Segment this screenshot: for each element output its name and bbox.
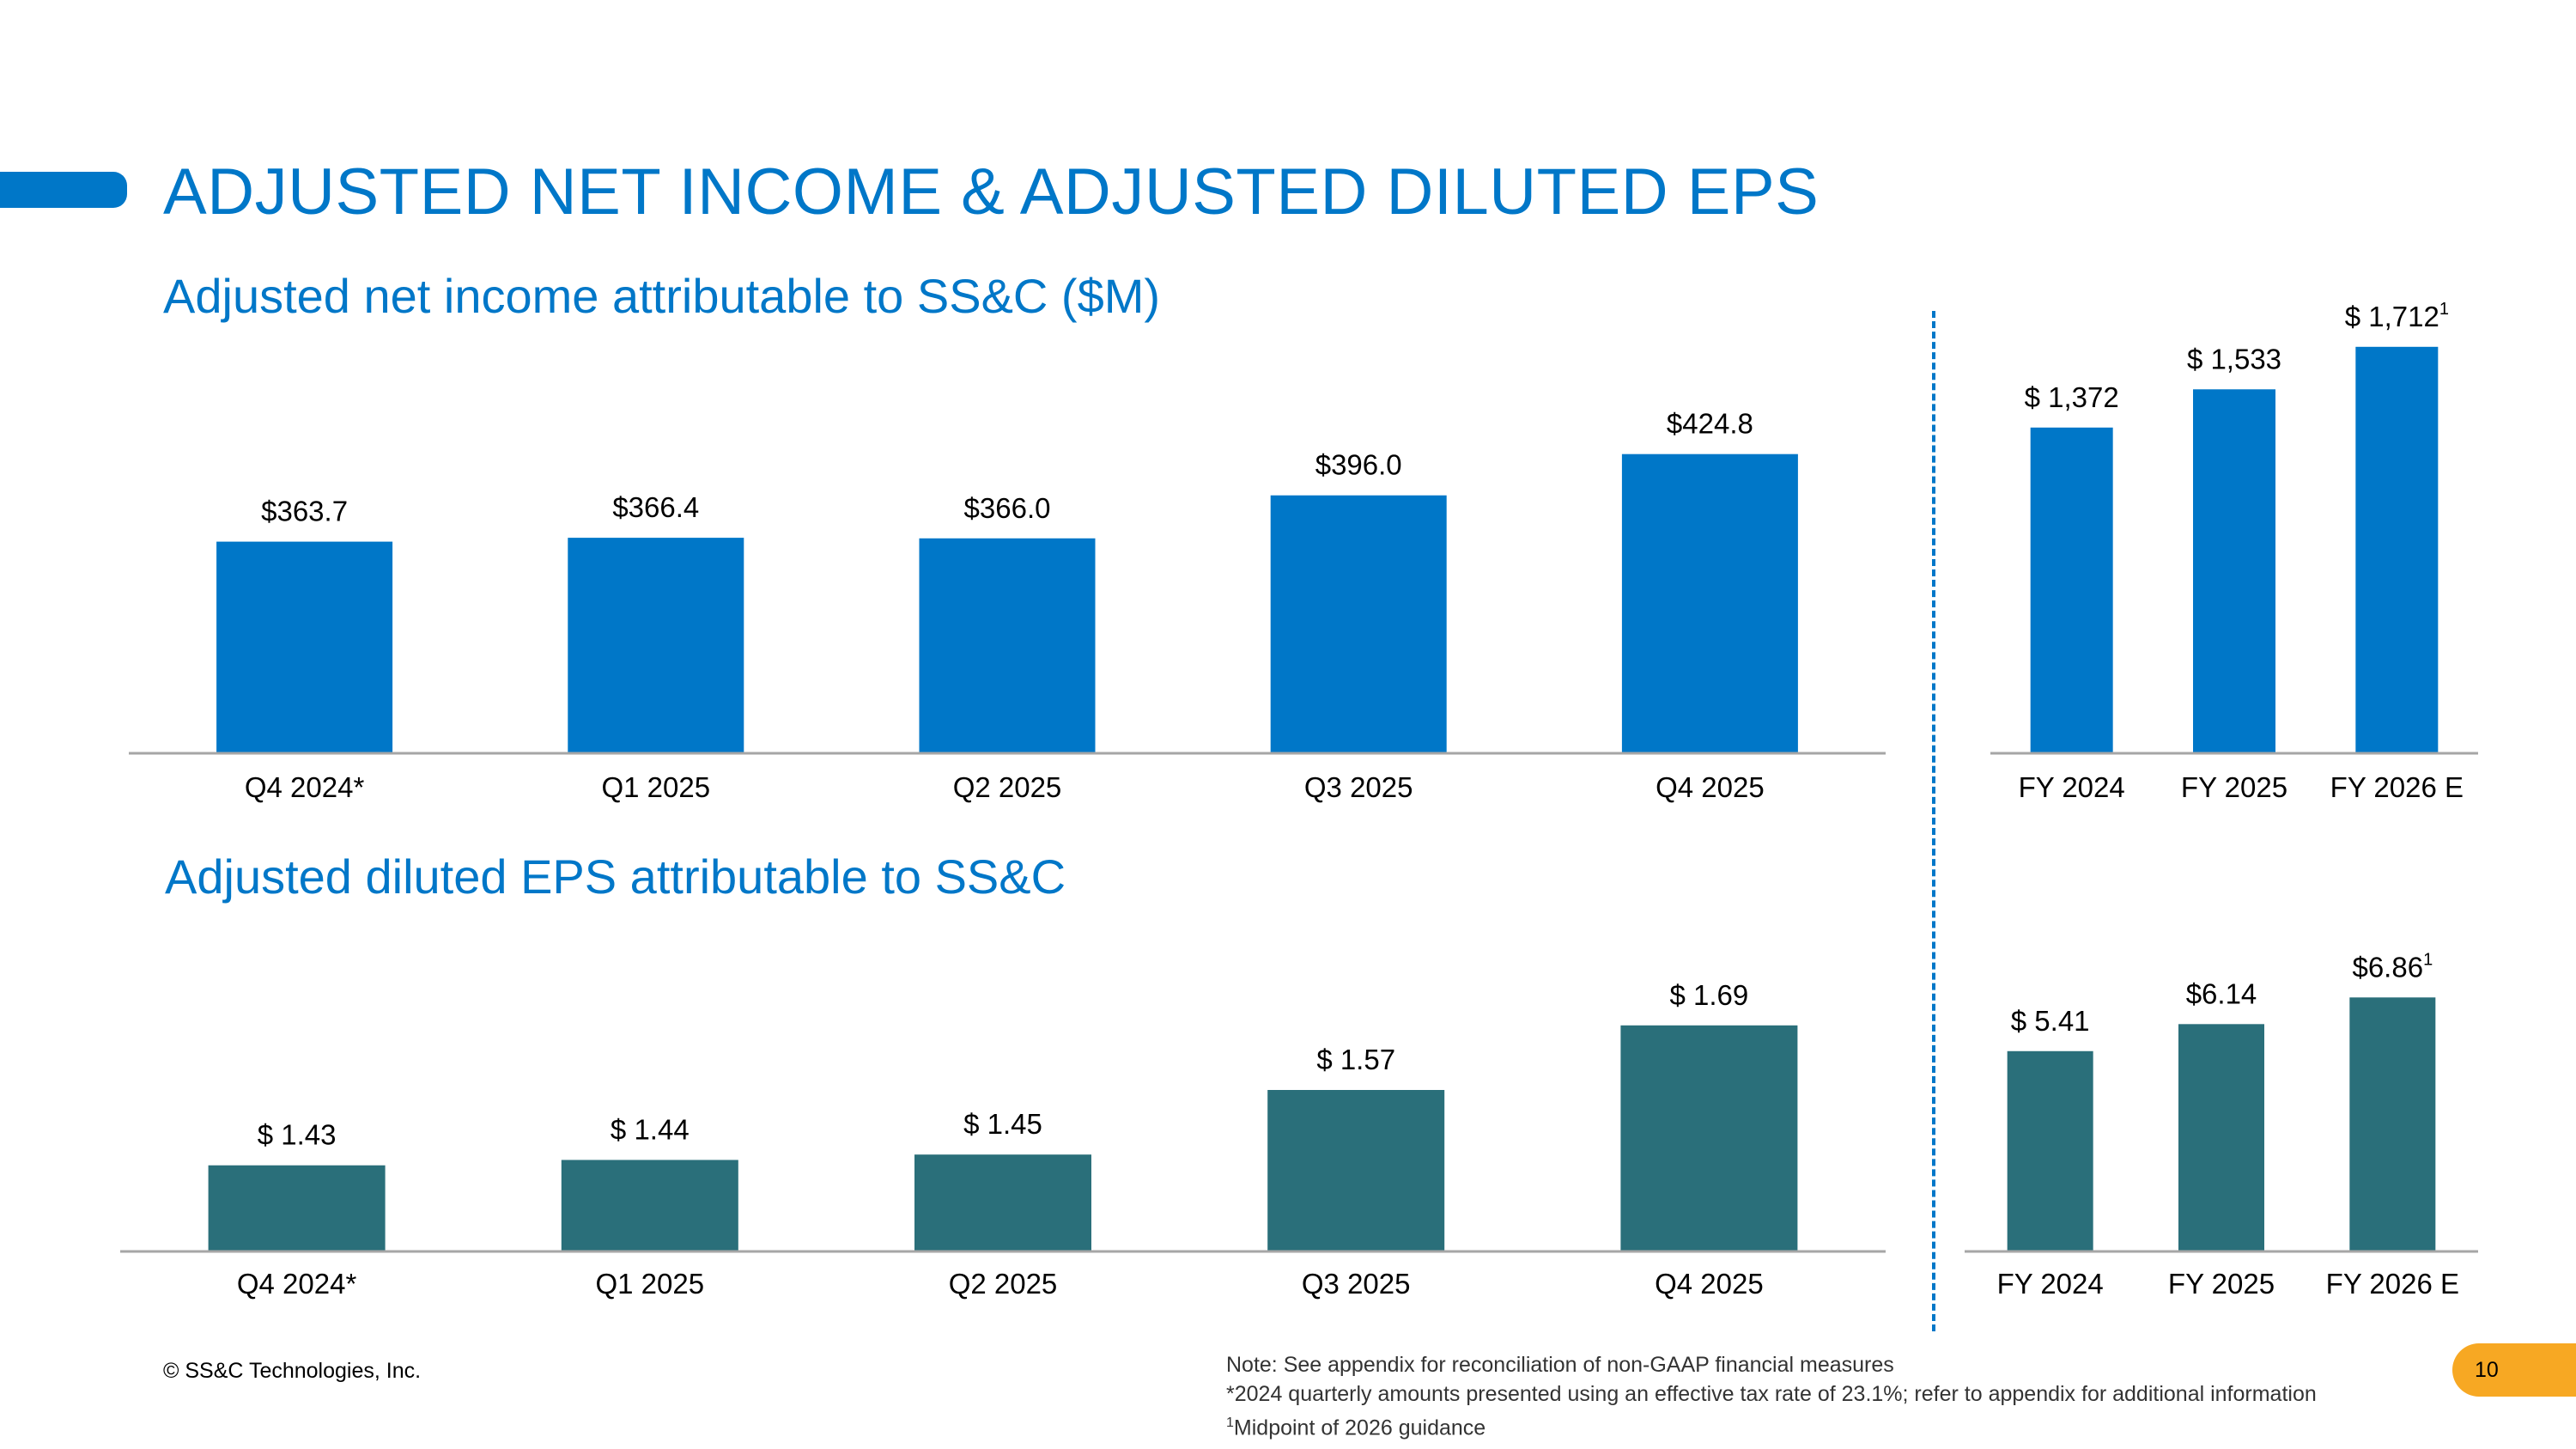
ni_quarterly-value-text: $363.7 — [261, 496, 348, 527]
ni_quarterly-bar — [1270, 495, 1447, 753]
ni_annual-value-text: $ 1,372 — [2025, 381, 2119, 413]
eps_annual-value-text: $6.86 — [2352, 951, 2423, 983]
ni_quarterly-category-label: Q2 2025 — [953, 771, 1062, 803]
section-divider — [1932, 311, 1935, 1331]
net-income-section-title: Adjusted net income attributable to SS&C… — [163, 269, 1161, 323]
ni_quarterly-value-label: $366.4 — [612, 491, 699, 523]
ni_annual-bar — [2355, 346, 2439, 753]
title-accent-bar — [0, 172, 127, 208]
ni_quarterly-value-text: $366.4 — [612, 491, 699, 523]
eps_quarterly-value-label: $ 1.44 — [611, 1113, 690, 1145]
copyright: © SS&C Technologies, Inc. — [163, 1359, 422, 1383]
eps_annual-value-text: $ 5.41 — [2011, 1005, 2090, 1037]
eps_annual-value-text: $6.14 — [2186, 977, 2257, 1009]
eps_annual-bar — [2349, 997, 2436, 1251]
eps_quarterly-bar — [914, 1154, 1091, 1251]
footnote-guidance-marker: 1 — [1226, 1416, 1234, 1430]
eps_quarterly-category-label: Q4 2024* — [237, 1268, 357, 1300]
eps_annual-value-footnote-marker: 1 — [2423, 950, 2433, 969]
ni_quarterly-bar — [568, 538, 744, 753]
footnote-gaap: Note: See appendix for reconciliation of… — [1226, 1353, 1894, 1377]
eps_quarterly-category-label: Q2 2025 — [949, 1268, 1058, 1300]
ni_quarterly-bar — [919, 538, 1096, 753]
eps_annual-category-label: FY 2026 E — [2326, 1268, 2459, 1300]
ni_annual-value-label: $ 1,7121 — [2345, 300, 2449, 332]
eps_quarterly-value-label: $ 1.69 — [1670, 979, 1749, 1011]
ni_quarterly-value-text: $396.0 — [1315, 449, 1402, 481]
eps_quarterly-value-label: $ 1.45 — [963, 1108, 1042, 1140]
ni_quarterly-category-label: Q4 2024* — [245, 771, 365, 803]
ni_quarterly-value-label: $424.8 — [1667, 408, 1753, 440]
eps_quarterly-category-label: Q3 2025 — [1302, 1268, 1411, 1300]
eps_annual-value-label: $ 5.41 — [2011, 1005, 2090, 1037]
ni_quarterly-bar — [1621, 454, 1798, 753]
ni_annual-value-text: $ 1,712 — [2345, 301, 2439, 332]
ni_quarterly-category-label: Q1 2025 — [601, 771, 710, 803]
ni_quarterly-chart: $363.7 Q4 2024* $366.4 Q1 2025 $366.0 Q2 2025… — [129, 408, 1886, 803]
ni_quarterly-value-label: $366.0 — [964, 492, 1051, 524]
eps_quarterly-value-text: $ 1.57 — [1316, 1044, 1395, 1075]
ni_annual-bar — [2193, 389, 2275, 753]
eps_quarterly-value-text: $ 1.44 — [611, 1113, 690, 1145]
eps_quarterly-value-text: $ 1.69 — [1670, 979, 1749, 1011]
eps_quarterly-value-label: $ 1.57 — [1316, 1044, 1395, 1075]
ni_quarterly-value-text: $366.0 — [964, 492, 1051, 524]
eps_quarterly-bar — [561, 1160, 738, 1251]
eps_annual-category-label: FY 2025 — [2168, 1268, 2275, 1300]
eps_quarterly-chart: $ 1.43 Q4 2024* $ 1.44 Q1 2025 $ 1.45 Q2 2025… — [120, 979, 1886, 1300]
footnotes: Note: See appendix for reconciliation of… — [1226, 1350, 2317, 1442]
ni_annual-bar — [2030, 427, 2113, 753]
ni_annual-value-text: $ 1,533 — [2187, 343, 2281, 374]
eps_quarterly-value-text: $ 1.43 — [258, 1119, 337, 1151]
eps_annual-chart: $ 5.41 FY 2024 $6.14 FY 2025 $6.861 FY 2026 E — [1965, 950, 2478, 1300]
footnote-tax-rate: *2024 quarterly amounts presented using … — [1226, 1382, 2317, 1406]
ni_quarterly-value-text: $424.8 — [1667, 408, 1753, 440]
eps_quarterly-bar — [1267, 1090, 1445, 1251]
eps_annual-value-label: $6.14 — [2186, 977, 2257, 1009]
ni_quarterly-value-label: $396.0 — [1315, 449, 1402, 481]
eps_quarterly-category-label: Q4 2025 — [1655, 1268, 1764, 1300]
eps_annual-bar — [2178, 1024, 2264, 1251]
footnote-guidance: 1Midpoint of 2026 guidance — [1226, 1409, 2317, 1442]
ni_annual-chart: $ 1,372 FY 2024 $ 1,533 FY 2025 $ 1,7121 FY 2… — [1990, 300, 2478, 803]
eps_quarterly-bar — [208, 1165, 386, 1251]
page-title: ADJUSTED NET INCOME & ADJUSTED DILUTED E… — [163, 155, 1820, 228]
eps_quarterly-bar — [1620, 1025, 1798, 1251]
ni_annual-value-label: $ 1,533 — [2187, 343, 2281, 374]
eps_annual-category-label: FY 2024 — [1997, 1268, 2104, 1300]
eps_annual-bar — [2007, 1050, 2093, 1251]
ni_annual-category-label: FY 2024 — [2019, 771, 2125, 803]
ni_quarterly-category-label: Q3 2025 — [1304, 771, 1413, 803]
footnote-guidance-text: Midpoint of 2026 guidance — [1233, 1416, 1486, 1440]
ni_quarterly-bar — [216, 541, 393, 753]
eps_quarterly-category-label: Q1 2025 — [595, 1268, 704, 1300]
ni_quarterly-value-label: $363.7 — [261, 496, 348, 527]
eps_quarterly-value-text: $ 1.45 — [963, 1108, 1042, 1140]
eps_annual-value-label: $6.861 — [2352, 950, 2433, 983]
ni_annual-value-label: $ 1,372 — [2025, 381, 2119, 413]
ni_quarterly-category-label: Q4 2025 — [1656, 771, 1765, 803]
eps-section-title: Adjusted diluted EPS attributable to SS&… — [165, 849, 1066, 904]
page-number: 10 — [2452, 1343, 2576, 1397]
eps_quarterly-value-label: $ 1.43 — [258, 1119, 337, 1151]
ni_annual-category-label: FY 2025 — [2181, 771, 2287, 803]
ni_annual-value-footnote-marker: 1 — [2439, 300, 2449, 319]
ni_annual-category-label: FY 2026 E — [2330, 771, 2464, 803]
